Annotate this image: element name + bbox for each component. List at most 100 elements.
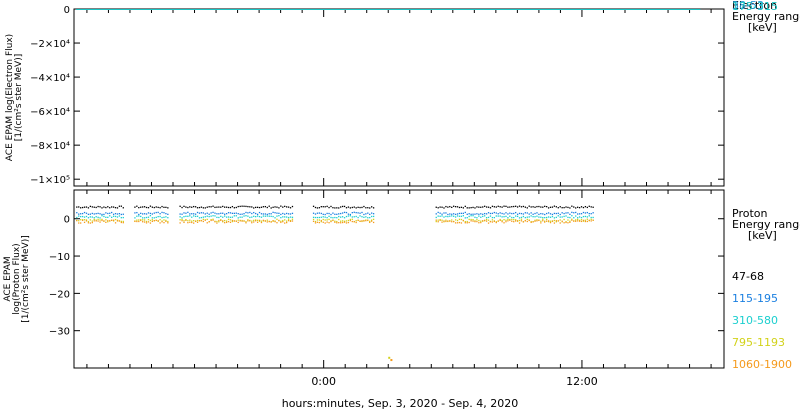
data-point <box>147 218 150 221</box>
data-point <box>540 206 542 208</box>
data-point <box>116 213 119 215</box>
data-point <box>264 205 266 208</box>
data-point <box>287 218 290 220</box>
data-point <box>571 211 573 214</box>
data-point <box>270 215 272 218</box>
data-point <box>542 218 544 220</box>
data-point <box>157 215 159 218</box>
data-point <box>81 215 84 218</box>
data-point <box>351 206 353 209</box>
data-point <box>458 206 461 209</box>
data-point <box>571 215 573 217</box>
data-point <box>222 220 224 222</box>
y-tick-label: −2×10⁴ <box>30 39 70 50</box>
data-point <box>590 216 592 219</box>
data-point <box>324 216 326 218</box>
y-tick-label: 0 <box>64 215 70 226</box>
data-point <box>326 205 328 208</box>
data-point <box>167 217 169 219</box>
data-point <box>551 206 554 208</box>
y-tick-label: 0 <box>64 5 70 16</box>
data-point <box>85 206 88 208</box>
data-point <box>196 219 199 222</box>
data-point <box>109 207 111 209</box>
data-point <box>237 221 239 224</box>
data-point <box>351 211 353 214</box>
data-point <box>569 216 571 219</box>
data-point <box>105 216 107 218</box>
data-point <box>118 213 121 215</box>
data-point <box>511 216 513 219</box>
data-point <box>114 218 117 221</box>
data-point <box>443 221 445 223</box>
data-point <box>316 207 319 209</box>
data-point <box>253 219 255 222</box>
data-point <box>268 213 270 215</box>
data-point <box>179 219 181 221</box>
data-point <box>255 206 257 209</box>
data-point <box>206 218 208 221</box>
data-point <box>485 218 488 221</box>
data-point <box>522 213 525 215</box>
data-point <box>516 213 519 215</box>
data-point <box>435 219 437 221</box>
data-point <box>441 215 443 217</box>
data-point <box>81 206 84 209</box>
data-point <box>509 215 511 217</box>
data-point <box>322 213 324 215</box>
y-tick-label: −4×10⁴ <box>30 73 70 84</box>
data-point <box>208 215 210 218</box>
data-point <box>289 220 292 222</box>
data-point <box>586 206 588 209</box>
data-point <box>573 212 575 214</box>
data-point <box>546 216 548 219</box>
data-point <box>320 206 322 208</box>
data-point <box>441 213 443 215</box>
data-point <box>482 215 484 218</box>
data-point <box>447 213 449 216</box>
data-point <box>582 211 585 214</box>
data-point <box>495 221 497 224</box>
data-point <box>78 215 80 217</box>
data-point <box>567 216 569 219</box>
data-point <box>372 213 375 215</box>
plot-frame <box>73 189 725 369</box>
data-point <box>445 205 447 208</box>
data-point <box>161 220 163 222</box>
data-point <box>468 218 470 221</box>
data-point <box>526 212 528 214</box>
data-point <box>355 211 357 214</box>
data-point <box>458 221 461 224</box>
data-point <box>561 216 563 218</box>
legend-entry: 1060-1900 <box>732 358 792 371</box>
data-point <box>220 212 222 214</box>
data-point <box>159 207 161 209</box>
data-point <box>136 211 138 214</box>
data-point <box>569 207 571 209</box>
data-point <box>460 218 463 221</box>
data-point <box>157 211 159 214</box>
data-point <box>363 205 365 208</box>
data-point <box>87 217 90 219</box>
data-point <box>324 222 326 224</box>
data-point <box>559 219 561 221</box>
data-point <box>83 219 86 221</box>
data-point <box>542 220 544 222</box>
data-point <box>266 219 268 221</box>
data-point <box>511 206 513 208</box>
data-point <box>503 205 505 207</box>
data-point <box>270 207 272 209</box>
data-point <box>256 206 259 208</box>
data-point <box>284 219 286 221</box>
data-point <box>487 219 490 221</box>
data-point <box>183 212 185 214</box>
data-point <box>189 219 191 221</box>
series-points <box>76 219 594 224</box>
data-point <box>200 206 203 208</box>
data-point <box>109 215 111 217</box>
data-point <box>165 216 167 218</box>
data-point <box>161 221 163 223</box>
data-point <box>513 205 515 208</box>
data-point <box>264 215 266 217</box>
data-point <box>276 218 278 220</box>
